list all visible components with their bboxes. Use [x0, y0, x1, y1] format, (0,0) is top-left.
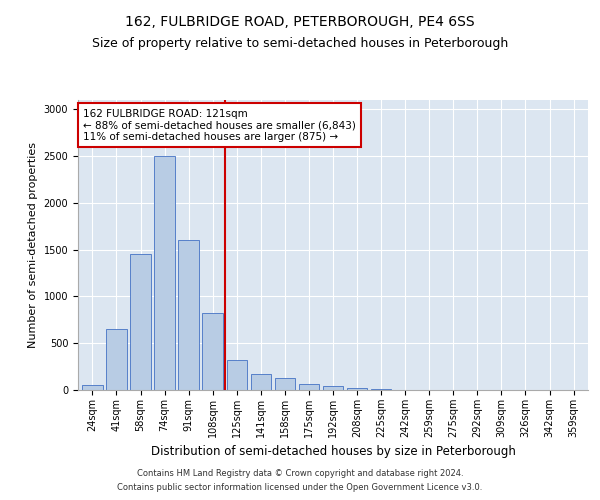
Bar — [202, 313, 223, 390]
Y-axis label: Number of semi-detached properties: Number of semi-detached properties — [28, 142, 38, 348]
X-axis label: Distribution of semi-detached houses by size in Peterborough: Distribution of semi-detached houses by … — [151, 446, 515, 458]
Bar — [227, 360, 247, 390]
Bar — [275, 378, 295, 390]
Bar — [82, 386, 103, 390]
Text: Contains public sector information licensed under the Open Government Licence v3: Contains public sector information licen… — [118, 484, 482, 492]
Text: 162 FULBRIDGE ROAD: 121sqm
← 88% of semi-detached houses are smaller (6,843)
11%: 162 FULBRIDGE ROAD: 121sqm ← 88% of semi… — [83, 108, 356, 142]
Bar — [371, 389, 391, 390]
Bar — [154, 156, 175, 390]
Bar — [130, 254, 151, 390]
Bar — [106, 329, 127, 390]
Text: Contains HM Land Registry data © Crown copyright and database right 2024.: Contains HM Land Registry data © Crown c… — [137, 468, 463, 477]
Bar — [299, 384, 319, 390]
Text: 162, FULBRIDGE ROAD, PETERBOROUGH, PE4 6SS: 162, FULBRIDGE ROAD, PETERBOROUGH, PE4 6… — [125, 15, 475, 29]
Bar — [251, 374, 271, 390]
Bar — [178, 240, 199, 390]
Bar — [347, 388, 367, 390]
Text: Size of property relative to semi-detached houses in Peterborough: Size of property relative to semi-detach… — [92, 38, 508, 51]
Bar — [323, 386, 343, 390]
